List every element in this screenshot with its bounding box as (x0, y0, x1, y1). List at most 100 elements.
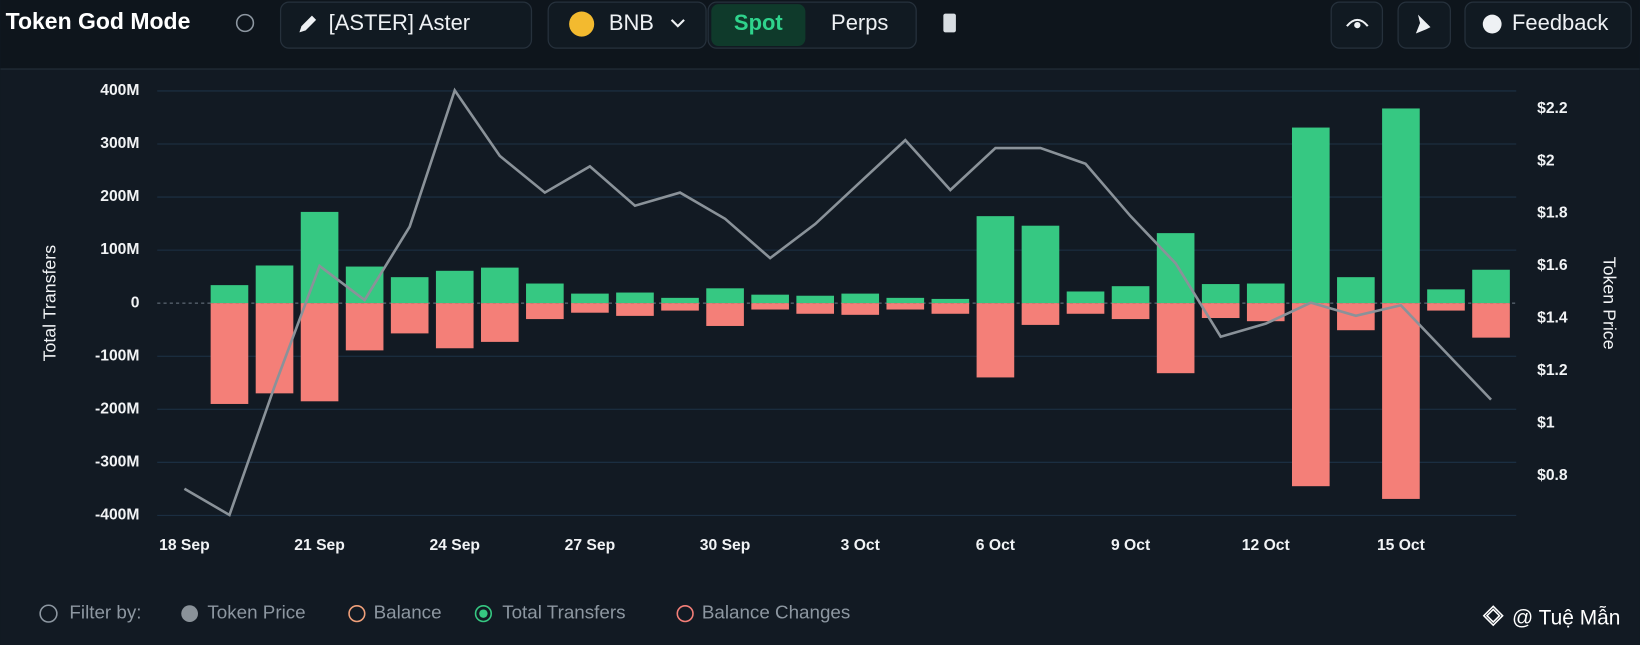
bar (841, 293, 880, 304)
bar (661, 303, 699, 311)
token-name[interactable]: [ASTER] Aster (329, 10, 470, 35)
y2-tick-label: $2 (1537, 152, 1555, 169)
bar (1427, 289, 1465, 304)
y-tick-label: 100M (100, 241, 139, 258)
bar (1021, 303, 1060, 325)
y-axis-label: Total Transfers (39, 245, 59, 362)
bar (931, 303, 970, 314)
filter-item[interactable]: Balance Changes (702, 602, 850, 623)
feedback-icon (1482, 14, 1502, 34)
bar (1382, 108, 1420, 304)
y-tick-label: -100M (95, 347, 139, 364)
bar (886, 303, 925, 310)
bar (1291, 303, 1330, 487)
bar (1291, 127, 1330, 304)
y2-tick-label: $0.8 (1537, 467, 1568, 484)
y2-tick-label: $1.6 (1537, 257, 1568, 274)
filter-info-icon (39, 604, 58, 623)
y-tick-label: -400M (95, 507, 139, 524)
bar (1201, 284, 1240, 304)
watermark: @ Tuệ Mẫn (1512, 606, 1620, 629)
bar (255, 265, 294, 304)
x-tick-label: 21 Sep (294, 537, 345, 554)
bar (616, 303, 654, 316)
bar (886, 297, 925, 304)
bar (210, 303, 249, 404)
bar (1066, 303, 1105, 314)
y2-tick-label: $1.2 (1537, 362, 1568, 379)
filter-item[interactable]: Token Price (207, 602, 305, 623)
info-icon[interactable] (235, 13, 255, 33)
bar (210, 285, 249, 304)
bar (526, 303, 564, 320)
y2-tick-label: $1.8 (1537, 205, 1568, 222)
bar (1201, 303, 1240, 319)
bar (345, 266, 384, 304)
bar (255, 303, 294, 394)
bar (480, 267, 519, 304)
bar (751, 303, 789, 310)
eye-pupil (1354, 21, 1361, 29)
x-tick-label: 9 Oct (1111, 537, 1151, 554)
filter-dot[interactable] (181, 605, 198, 623)
chevron (670, 19, 685, 28)
filter-dot[interactable] (474, 605, 493, 623)
x-tick-label: 27 Sep (565, 537, 616, 554)
bar (976, 303, 1015, 378)
y2-tick-label: $1 (1537, 414, 1555, 431)
y-tick-label: 0 (131, 294, 140, 311)
bar (435, 270, 474, 304)
x-tick-label: 3 Oct (841, 537, 881, 554)
bar (1066, 291, 1105, 304)
x-tick-label: 24 Sep (429, 537, 480, 554)
y2-tick-label: $1.4 (1537, 310, 1568, 327)
bar (796, 303, 835, 314)
tab-active[interactable] (711, 4, 806, 46)
eye-icon (1346, 18, 1369, 27)
tab-spot[interactable]: Spot (734, 10, 783, 35)
bar (300, 303, 339, 402)
y2-axis-label: Token Price (1600, 257, 1620, 350)
bar (435, 303, 474, 349)
price-line (183, 87, 1492, 517)
bar (526, 283, 564, 304)
token-button[interactable] (279, 1, 533, 49)
y-tick-label: 300M (100, 135, 139, 152)
y-tick-label: -300M (95, 453, 139, 470)
bar (706, 303, 744, 326)
x-tick-label: 6 Oct (976, 537, 1016, 554)
bar (841, 303, 880, 315)
y-tick-label: 400M (100, 82, 139, 99)
watermark-icon (1482, 605, 1504, 627)
x-tick-label: 30 Sep (700, 537, 751, 554)
bar (1021, 225, 1060, 304)
feedback-button[interactable] (1464, 1, 1632, 49)
bar (571, 293, 609, 304)
feedback-label[interactable]: Feedback (1512, 10, 1608, 35)
x-tick-label: 18 Sep (159, 537, 210, 554)
filter-item[interactable]: Balance (374, 602, 442, 623)
filter-label: Filter by: (69, 602, 141, 623)
tab-perps[interactable]: Perps (831, 10, 888, 35)
bar (931, 298, 970, 304)
y-tick-label: 200M (100, 188, 139, 205)
bar (345, 303, 384, 351)
filter-item[interactable]: Total Transfers (502, 602, 625, 623)
bar (976, 216, 1015, 304)
bar (1472, 269, 1510, 304)
bar (1246, 303, 1285, 322)
bnb-icon (569, 11, 595, 37)
bar (1111, 303, 1150, 320)
bar (390, 277, 429, 304)
y2-tick-label: $2.2 (1537, 100, 1568, 117)
bar (1111, 286, 1150, 304)
bar (1246, 283, 1285, 304)
bar (616, 292, 654, 304)
x-tick-label: 15 Oct (1377, 537, 1426, 554)
filter-dot[interactable] (676, 605, 694, 623)
filter-dot[interactable] (348, 605, 366, 623)
copy-icon[interactable] (943, 13, 956, 33)
chain-name[interactable]: BNB (609, 10, 654, 35)
bar (390, 303, 429, 334)
